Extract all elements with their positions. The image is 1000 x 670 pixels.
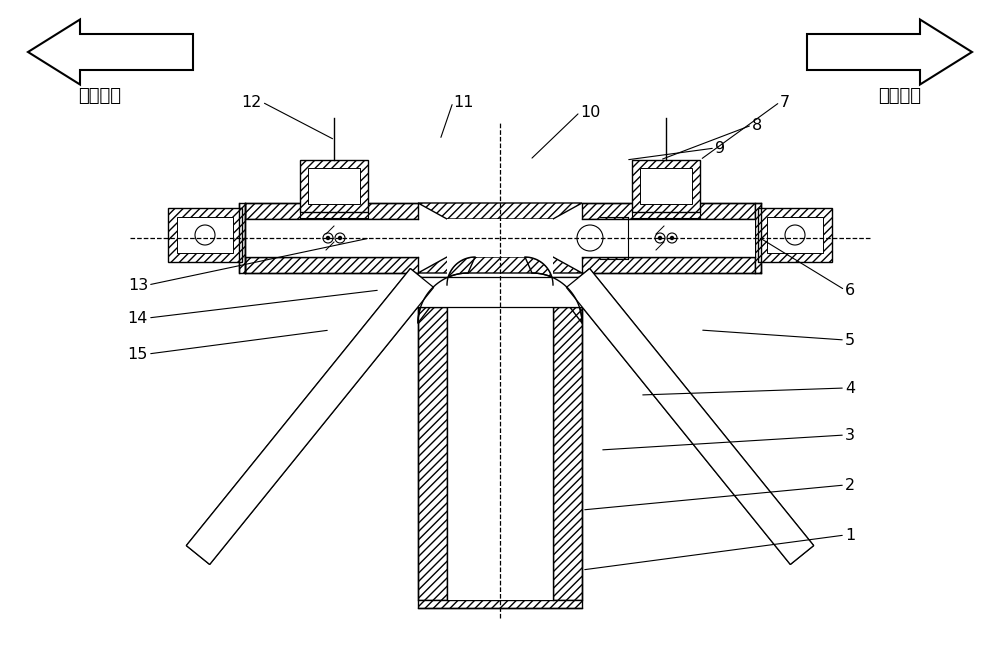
- Text: 翼展方向: 翼展方向: [79, 87, 122, 105]
- Text: 11: 11: [453, 94, 474, 109]
- Polygon shape: [566, 269, 814, 564]
- Polygon shape: [186, 269, 434, 564]
- Polygon shape: [525, 257, 553, 285]
- Text: 5: 5: [845, 332, 855, 348]
- Polygon shape: [582, 203, 755, 219]
- Text: 3: 3: [845, 427, 855, 442]
- Polygon shape: [447, 277, 553, 307]
- Polygon shape: [447, 257, 475, 285]
- Polygon shape: [418, 203, 582, 219]
- Polygon shape: [640, 168, 692, 204]
- Text: 15: 15: [128, 346, 148, 362]
- Polygon shape: [758, 208, 832, 262]
- Text: 13: 13: [128, 277, 148, 293]
- Polygon shape: [245, 203, 418, 219]
- Polygon shape: [525, 257, 582, 323]
- Polygon shape: [418, 257, 582, 273]
- Polygon shape: [418, 257, 475, 323]
- Polygon shape: [168, 208, 242, 262]
- Polygon shape: [755, 203, 761, 273]
- Polygon shape: [553, 277, 592, 307]
- Text: 10: 10: [580, 105, 600, 119]
- Polygon shape: [447, 278, 553, 600]
- Polygon shape: [408, 277, 447, 307]
- Circle shape: [670, 237, 674, 239]
- Polygon shape: [767, 217, 823, 253]
- Polygon shape: [447, 219, 553, 257]
- Polygon shape: [245, 257, 418, 273]
- Polygon shape: [245, 219, 418, 257]
- Polygon shape: [418, 600, 582, 608]
- Polygon shape: [582, 257, 755, 273]
- Polygon shape: [177, 217, 233, 253]
- Text: 7: 7: [780, 94, 790, 109]
- Text: 1: 1: [845, 527, 855, 543]
- Circle shape: [339, 237, 342, 239]
- Circle shape: [327, 237, 330, 239]
- Polygon shape: [308, 168, 360, 204]
- Text: 9: 9: [715, 141, 725, 155]
- Polygon shape: [807, 19, 972, 84]
- Text: 8: 8: [752, 117, 762, 133]
- Polygon shape: [566, 269, 814, 564]
- Polygon shape: [418, 278, 447, 600]
- Circle shape: [658, 237, 662, 239]
- Polygon shape: [582, 219, 755, 257]
- Text: 2: 2: [845, 478, 855, 492]
- Polygon shape: [239, 203, 245, 273]
- Polygon shape: [186, 269, 434, 564]
- Text: 14: 14: [128, 310, 148, 326]
- Text: 4: 4: [845, 381, 855, 395]
- Polygon shape: [553, 278, 582, 600]
- Polygon shape: [300, 160, 368, 212]
- Text: 6: 6: [845, 283, 855, 297]
- Text: 12: 12: [242, 94, 262, 109]
- Polygon shape: [632, 160, 700, 212]
- Polygon shape: [28, 19, 193, 84]
- Text: 翼展方向: 翼展方向: [879, 87, 922, 105]
- Polygon shape: [408, 277, 592, 307]
